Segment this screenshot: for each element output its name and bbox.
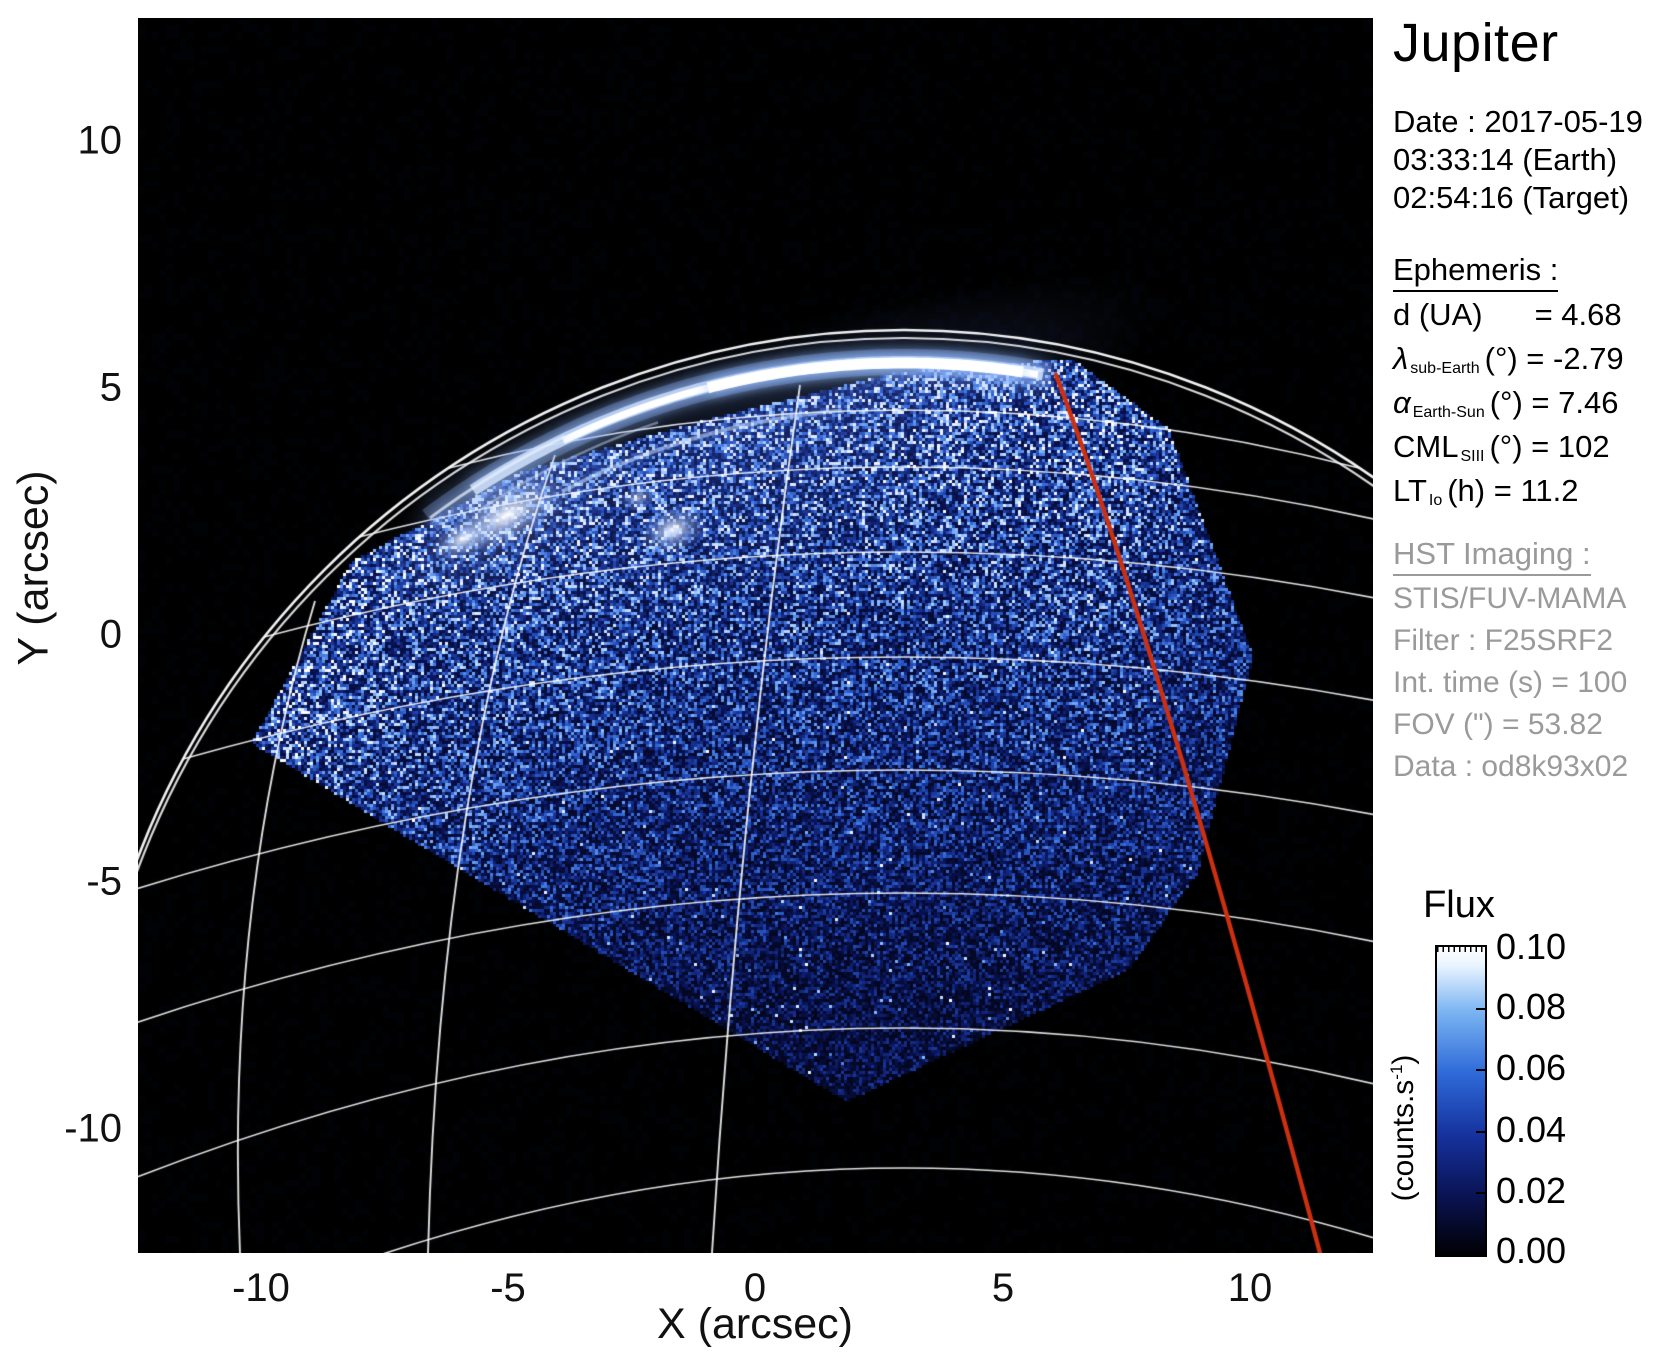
- y-tick-label: 5: [99, 365, 122, 410]
- x-axis-title: X (arcsec): [657, 1300, 853, 1348]
- ephemeris-row-io-localtime: LT Io (h) = 11.2: [1393, 473, 1624, 517]
- fov-line: FOV (") = 53.82: [1393, 708, 1603, 741]
- ephemeris-row-cml: CML SIII (°) = 102: [1393, 429, 1624, 473]
- ephemeris-row-subearth-lat: λ sub-Earth (°) = -2.79: [1393, 341, 1624, 385]
- colorbar-tick: [1476, 1007, 1485, 1010]
- integration-time-line: Int. time (s) = 100: [1393, 666, 1628, 699]
- time-earth: 03:33:14 (Earth): [1393, 142, 1618, 177]
- colorbar-tick-label: 0.06: [1496, 1047, 1567, 1088]
- x-tick-label: 0: [743, 1266, 767, 1310]
- ephemeris-value: (h) = 11.2: [1447, 473, 1579, 508]
- y-axis-title: Y (arcsec): [9, 470, 58, 666]
- dataset-line: Data : od8k93x02: [1393, 750, 1629, 783]
- colorbar-tick: [1476, 1130, 1485, 1133]
- ephemeris-row-phase-angle: α Earth-Sun (°) = 7.46: [1393, 385, 1624, 429]
- colorbar-tick-label: 0.08: [1496, 986, 1567, 1027]
- y-tick-label: -10: [64, 1106, 122, 1151]
- filter-line: Filter : F25SRF2: [1393, 624, 1614, 657]
- ephemeris-heading: Ephemeris :: [1393, 252, 1559, 292]
- ephemeris-value: (°) = 7.46: [1489, 385, 1619, 420]
- x-tick-label: 5: [991, 1266, 1015, 1310]
- hst-imaging-heading: HST Imaging :: [1393, 536, 1591, 576]
- colorbar-unit-label: (counts.s-1): [1387, 1055, 1421, 1202]
- fuv-aurora-image-canvas: [138, 18, 1373, 1253]
- ephemeris-quantity: λ: [1393, 341, 1409, 376]
- target-title: Jupiter: [1393, 13, 1559, 73]
- colorbar-tick-label: 0.10: [1496, 926, 1567, 967]
- x-tick-label: 10: [1227, 1266, 1273, 1310]
- colorbar-tick-label: 0.00: [1496, 1230, 1567, 1271]
- y-tick-label: 10: [77, 118, 123, 163]
- time-target: 02:54:16 (Target): [1393, 180, 1630, 215]
- colorbar-unit-close: ): [1387, 1054, 1420, 1065]
- ephemeris-value: = 4.68: [1534, 297, 1622, 332]
- ephemeris-subscript: SIII: [1460, 448, 1485, 465]
- y-tick-label: 0: [99, 612, 122, 657]
- colorbar-unit-exponent: -1: [1387, 1064, 1406, 1080]
- observation-datetime: Date : 2017-05-19 03:33:14 (Earth) 02:54…: [1393, 103, 1643, 217]
- colorbar-tick: [1476, 1192, 1485, 1195]
- colorbar-title: Flux: [1423, 884, 1495, 926]
- ephemeris-value: (°) = 102: [1489, 429, 1610, 464]
- ephemeris-quantity: d (UA): [1393, 297, 1483, 332]
- colorbar: [1435, 945, 1487, 1257]
- colorbar-unit-text: (counts.s: [1387, 1079, 1420, 1202]
- ephemeris-subscript: sub-Earth: [1410, 360, 1480, 377]
- hst-imaging-details: STIS/FUV-MAMA Filter : F25SRF2 Int. time…: [1393, 578, 1628, 788]
- y-tick-label: -5: [86, 859, 122, 904]
- instrument-line: STIS/FUV-MAMA: [1393, 582, 1627, 615]
- x-tick-label: -5: [490, 1266, 526, 1310]
- ephemeris-subscript: Io: [1428, 492, 1443, 509]
- ephemeris-quantity: α: [1393, 385, 1411, 420]
- colorbar-tick-label: 0.02: [1496, 1170, 1567, 1211]
- colorbar-tick: [1476, 1069, 1485, 1072]
- colorbar-minor-ticks: [1437, 947, 1485, 952]
- ephemeris-value: (°) = -2.79: [1484, 341, 1624, 376]
- ephemeris-quantity: LT: [1393, 473, 1427, 508]
- ephemeris-table: d (UA) = 4.68 λ sub-Earth (°) = -2.79 α Eart…: [1393, 297, 1624, 517]
- ephemeris-row-distance: d (UA) = 4.68: [1393, 297, 1624, 341]
- colorbar-tick-label: 0.04: [1496, 1109, 1567, 1150]
- x-tick-label: -10: [232, 1266, 290, 1310]
- date-line: Date : 2017-05-19: [1393, 104, 1643, 139]
- ephemeris-quantity: CML: [1393, 429, 1459, 464]
- ephemeris-subscript: Earth-Sun: [1412, 404, 1485, 421]
